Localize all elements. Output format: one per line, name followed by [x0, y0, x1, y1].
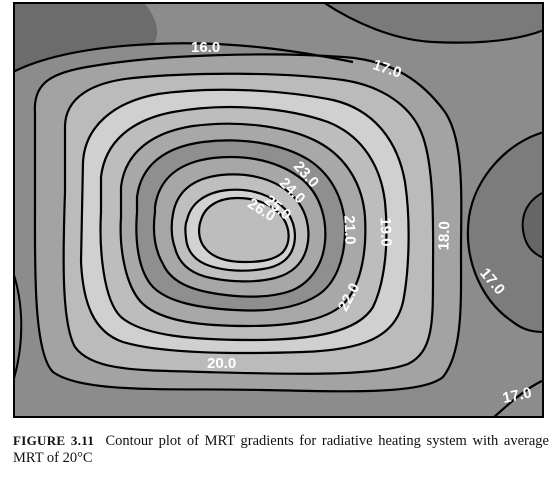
contour-label: 17.0 [501, 384, 533, 407]
contour-label: 16.0 [191, 39, 220, 56]
contour-16-top [13, 42, 354, 73]
region-top-right [323, 2, 544, 43]
region-right-bulge [466, 130, 544, 334]
contour-17-bottom-right [492, 378, 544, 418]
figure-caption: FIGURE 3.11 Contour plot of MRT gradient… [13, 432, 549, 467]
contour-label: 20.0 [207, 355, 236, 372]
contour-plot: 16.0 17.0 17.0 17.0 18.0 19.0 20.0 21.0 … [13, 2, 544, 418]
contour-17-top [322, 2, 544, 44]
contour-label: 18.0 [435, 221, 453, 251]
figure-label: FIGURE 3.11 [13, 433, 95, 448]
contour-label: 19.0 [376, 217, 394, 247]
plot-frame [13, 2, 544, 418]
region-top-left-corner [13, 2, 158, 72]
contour-label: 21.0 [340, 215, 358, 245]
region-right-inner [521, 190, 544, 260]
contour-26 [198, 196, 290, 264]
contour-16-left [13, 271, 23, 383]
figure-caption-text: Contour plot of MRT gradients for radiat… [13, 433, 549, 466]
